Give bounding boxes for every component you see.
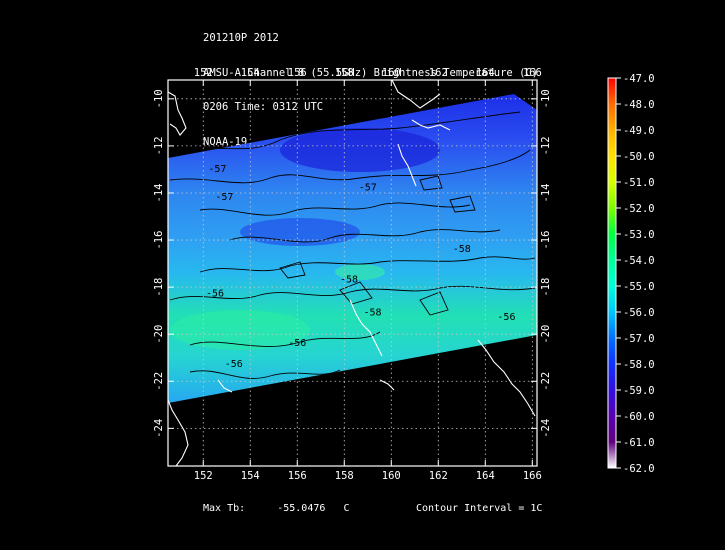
colorbar-label: -51.0 <box>623 177 655 189</box>
lat-label-left: -14 <box>153 183 165 202</box>
lat-label-left: -16 <box>153 231 165 250</box>
lat-label-right: -12 <box>540 136 552 155</box>
header-satellite: NOAA-19 <box>203 135 248 148</box>
warm-patch <box>170 310 310 350</box>
colorbar-label: -47.0 <box>623 73 655 85</box>
lon-label-bottom: 154 <box>241 470 260 482</box>
colorbar-label: -59.0 <box>623 385 655 397</box>
contour-labels: -56 -57 -57 -57 -58 -56 -58 -58 -56 -56 -56 <box>206 121 516 370</box>
cold-patch <box>240 218 360 246</box>
lat-label-left: -10 <box>153 89 165 108</box>
contour-label: -57 <box>208 164 226 175</box>
lon-label-bottom: 152 <box>194 470 213 482</box>
colorbar-label: -52.0 <box>623 203 655 215</box>
contour-label: -57 <box>215 192 233 203</box>
lat-label-left: -12 <box>153 136 165 155</box>
contour-interval: Contour Interval = 1C <box>416 503 543 514</box>
lon-label-top: 162 <box>429 67 448 79</box>
cold-patch <box>280 128 440 172</box>
lon-label-top: 154 <box>241 67 260 79</box>
colorbar-label: -58.0 <box>623 359 655 371</box>
warm-patch <box>335 264 385 280</box>
lat-label-right: -10 <box>540 89 552 108</box>
contour-label: -58 <box>363 307 381 318</box>
colorbar-label: -50.0 <box>623 151 655 163</box>
lon-label-bottom: 156 <box>288 470 307 482</box>
lat-label-left: -22 <box>153 372 165 391</box>
contour-label: -56 <box>218 121 236 132</box>
lat-label-right: -20 <box>540 325 552 344</box>
colorbar-label: -57.0 <box>623 333 655 345</box>
colorbar-label: -61.0 <box>623 437 655 449</box>
axis-labels: 152 152 154 154 156 156 158 158 160 160 162 162 164 1… <box>153 67 552 482</box>
lon-label-top: 158 <box>335 67 354 79</box>
lon-label-top: 156 <box>288 67 307 79</box>
axis-ticks <box>168 80 537 466</box>
graticule <box>168 80 537 466</box>
lat-label-left: -20 <box>153 325 165 344</box>
coastlines <box>168 80 536 466</box>
contour-lines <box>169 111 536 379</box>
header-date: 201210P 2012 <box>203 32 279 44</box>
lon-label-top: 166 <box>523 67 542 79</box>
contour-label: -57 <box>359 183 377 194</box>
lat-label-right: -24 <box>540 419 552 438</box>
lon-label-bottom: 164 <box>476 470 495 482</box>
colorbar-label: -55.0 <box>623 281 655 293</box>
lat-label-right: -16 <box>540 231 552 250</box>
lat-label-left: -24 <box>153 419 165 438</box>
header: 201210P 2012 AMSU-A Channel 8 (55.5GHz) … <box>203 10 538 160</box>
lat-label-left: -18 <box>153 278 165 297</box>
lon-label-bottom: 166 <box>523 470 542 482</box>
colorbar-label: -54.0 <box>623 255 655 267</box>
max-tb-unit: C <box>343 503 350 514</box>
lon-label-bottom: 162 <box>429 470 448 482</box>
contour-label: -56 <box>497 312 515 323</box>
lat-label-right: -14 <box>540 183 552 202</box>
header-product: AMSU-A Channel 8 (55.5GHz) Brightness Te… <box>203 66 539 79</box>
max-tb-label: Max Tb: <box>203 503 246 514</box>
contour-label: -56 <box>288 338 306 349</box>
colorbar-label: -49.0 <box>623 125 655 137</box>
contour-label: -58 <box>453 244 471 255</box>
colorbar-label: -62.0 <box>623 463 655 475</box>
contour-label: -58 <box>340 274 358 285</box>
colorbar-label: -53.0 <box>623 229 655 241</box>
colorbar: -47.0 -48.0 -49.0 -50.0 -51.0 -52.0 -53.0 -54.0… <box>607 73 655 475</box>
colorbar-label: -56.0 <box>623 307 655 319</box>
colorbar-label: -48.0 <box>623 99 655 111</box>
colorbar-label: -60.0 <box>623 411 655 423</box>
lat-label-right: -22 <box>540 372 552 391</box>
lon-label-bottom: 158 <box>335 470 354 482</box>
contour-label: -56 <box>225 359 243 370</box>
max-tb: Max Tb: -55.0476 C <box>203 503 349 514</box>
lon-label-top: 160 <box>382 67 401 79</box>
contour-label: -56 <box>206 289 224 300</box>
lon-label-top: 152 <box>194 67 213 79</box>
map-frame <box>167 79 538 467</box>
lat-label-right: -18 <box>540 278 552 297</box>
max-tb-value: -55.0476 <box>277 503 326 514</box>
lon-label-bottom: 160 <box>382 470 401 482</box>
lon-label-top: 164 <box>476 67 495 79</box>
